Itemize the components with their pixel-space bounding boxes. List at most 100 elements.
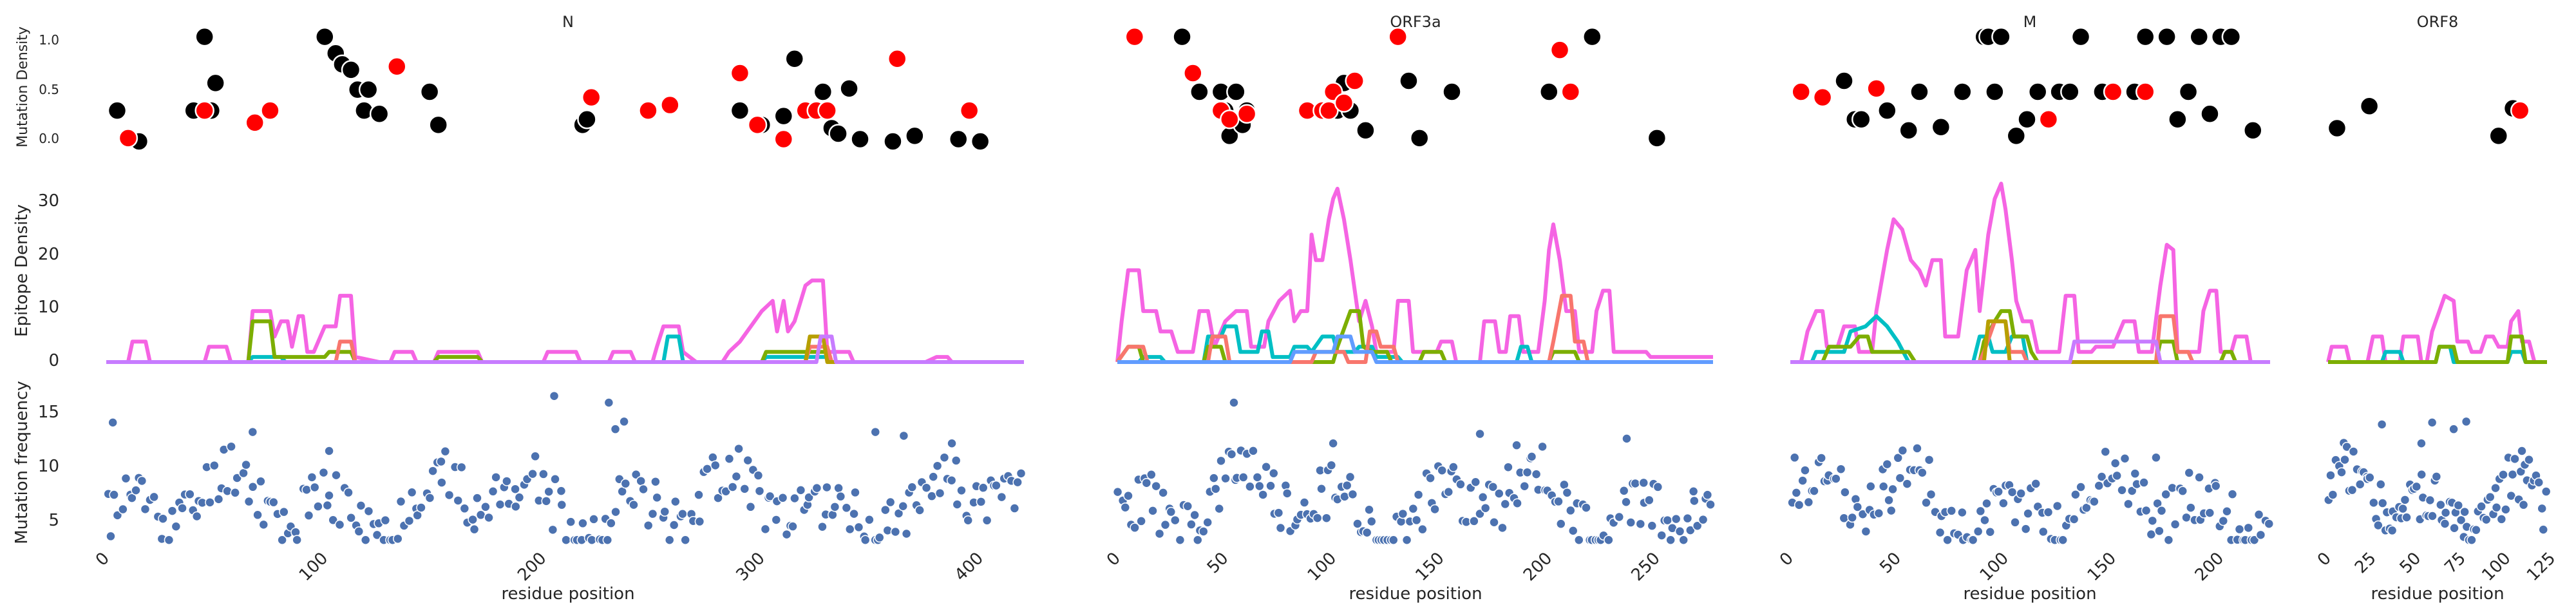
density-point-orf3a-red-12 [1549, 40, 1570, 60]
frequency-point-n-212 [850, 487, 860, 498]
frequency-point-n-96 [440, 446, 451, 457]
frequency-point-orf3a-40 [1238, 472, 1249, 483]
frequency-point-n-252 [991, 480, 1001, 491]
density-point-orf3a-red-9 [1334, 93, 1354, 113]
frequency-point-orf3a-31 [1210, 484, 1221, 494]
frequency-point-n-101 [459, 503, 470, 514]
frequency-point-m-27 [1873, 508, 1884, 519]
frequency-point-orf3a-180 [1678, 535, 1689, 545]
frequency-point-n-269 [947, 438, 957, 448]
density-point-orf8-black-1 [2359, 96, 2380, 117]
frequency-point-n-126 [547, 524, 558, 535]
frequency-point-n-239 [946, 475, 957, 486]
frequency-point-orf8-5 [2336, 467, 2347, 477]
density-point-m-red-1 [1812, 87, 1833, 108]
frequency-point-orf3a-22 [1182, 501, 1193, 512]
frequency-point-m-97 [2096, 472, 2107, 482]
density-point-orf3a-black-20 [1647, 128, 1667, 148]
frequency-point-m-44 [1926, 489, 1937, 500]
frequency-point-orf3a-72 [1340, 492, 1350, 502]
frequency-point-n-8 [131, 485, 141, 495]
frequency-point-orf3a-54 [1282, 488, 1293, 499]
density-point-n-red-7 [660, 95, 680, 115]
density-point-n-black-12 [358, 79, 379, 100]
density-point-orf8-red-0 [2510, 100, 2530, 120]
frequency-point-m-107 [2130, 468, 2141, 479]
frequency-point-orf3a-10 [1146, 470, 1157, 480]
frequency-point-orf8-44 [2425, 495, 2436, 506]
density-point-m-black-0 [1834, 71, 1854, 91]
frequency-point-n-54 [292, 535, 302, 545]
frequency-point-orf3a-47 [1261, 462, 1271, 472]
frequency-point-n-208 [835, 491, 846, 502]
frequency-point-m-21 [1852, 502, 1863, 512]
frequency-point-n-60 [313, 501, 323, 512]
frequency-point-orf3a-121 [1494, 488, 1504, 499]
frequency-point-n-16 [158, 513, 168, 524]
frequency-point-orf3a-30 [1209, 473, 1219, 483]
frequency-point-orf3a-156 [1604, 535, 1614, 545]
frequency-point-m-140 [2234, 524, 2245, 535]
density-point-orf3a-red-10 [1345, 71, 1365, 91]
density-point-n-red-13 [817, 100, 837, 120]
frequency-point-n-241 [952, 499, 963, 510]
frequency-point-orf8-68 [2481, 514, 2492, 525]
frequency-point-m-14 [1831, 473, 1841, 484]
frequency-point-orf3a-105 [1443, 486, 1454, 497]
frequency-point-orf3a-181 [1682, 513, 1693, 524]
frequency-point-n-249 [981, 515, 992, 526]
xtick-orf3a-2: 100 [1304, 549, 1340, 585]
frequency-point-n-237 [939, 452, 950, 463]
frequency-point-orf8-8 [2342, 441, 2352, 452]
frequency-point-n-142 [602, 535, 613, 545]
frequency-point-orf3a-66 [1321, 513, 1332, 523]
frequency-point-n-156 [652, 492, 662, 503]
epitope-line-n-2 [106, 319, 1024, 364]
mutation-density-layer [107, 26, 2530, 151]
frequency-point-orf3a-144 [1566, 505, 1576, 516]
frequency-point-n-44 [258, 519, 269, 530]
frequency-point-n-138 [589, 514, 599, 524]
frequency-point-n-257 [1009, 503, 1020, 513]
frequency-point-n-104 [469, 524, 480, 535]
frequency-point-n-226 [901, 528, 912, 539]
density-point-n-black-23 [813, 82, 833, 102]
frequency-point-m-31 [1886, 505, 1897, 516]
frequency-point-orf3a-73 [1341, 480, 1352, 491]
frequency-point-n-230 [914, 505, 925, 515]
frequency-point-orf3a-192 [1511, 440, 1522, 450]
frequency-point-orf8-84 [2518, 499, 2529, 510]
frequency-point-n-7 [127, 493, 137, 503]
frequency-point-n-10 [137, 475, 147, 486]
density-point-n-black-6 [315, 26, 335, 47]
frequency-point-m-29 [1878, 481, 1889, 492]
frequency-point-n-74 [363, 506, 374, 517]
frequency-point-orf8-77 [2501, 504, 2511, 515]
density-point-m-black-28 [2243, 120, 2263, 140]
frequency-point-orf8-81 [2510, 454, 2520, 464]
frequency-point-n-41 [247, 482, 258, 492]
density-point-orf3a-red-4 [1236, 104, 1257, 124]
epitope-line-m-16 [1790, 339, 2270, 364]
frequency-point-orf3a-194 [1328, 438, 1338, 448]
frequency-point-orf3a-42 [1245, 481, 1255, 492]
frequency-point-n-173 [713, 493, 723, 503]
frequency-point-n-91 [424, 493, 435, 503]
frequency-point-m-136 [2222, 506, 2232, 517]
frequency-point-orf3a-25 [1193, 535, 1203, 545]
frequency-point-m-146 [2253, 510, 2264, 520]
frequency-point-n-47 [269, 497, 279, 508]
xtick-n-3: 300 [732, 549, 768, 585]
frequency-point-orf3a-94 [1408, 503, 1419, 514]
density-point-orf3a-red-0 [1124, 26, 1145, 47]
frequency-point-n-224 [893, 508, 904, 519]
frequency-point-n-68 [343, 487, 354, 498]
frequency-point-n-192 [781, 529, 792, 540]
frequency-point-orf8-32 [2398, 503, 2408, 514]
frequency-point-orf3a-14 [1158, 488, 1168, 498]
frequency-point-n-161 [670, 496, 681, 507]
frequency-point-orf8-1 [2325, 470, 2336, 481]
row2-ylabel: Epitope Density [12, 204, 32, 337]
frequency-point-n-63 [324, 490, 334, 501]
